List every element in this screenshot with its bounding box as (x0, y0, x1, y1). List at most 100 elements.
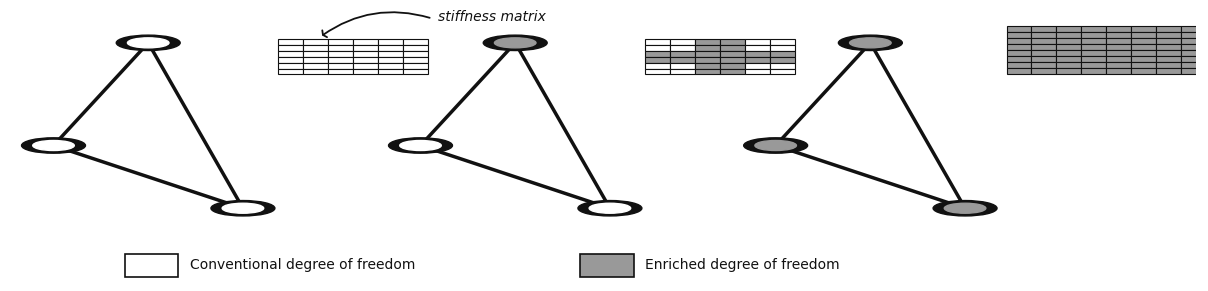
Bar (1032, 44, 1056, 50)
Bar (1180, 44, 1206, 50)
Bar (695, 68, 720, 74)
Bar (1032, 68, 1056, 74)
Circle shape (400, 141, 441, 150)
Bar (745, 68, 769, 74)
Bar (695, 51, 720, 56)
Bar (1131, 44, 1156, 50)
Bar (1156, 62, 1180, 68)
Bar (124, 254, 178, 277)
Bar (1180, 32, 1206, 38)
Bar (1107, 68, 1131, 74)
Text: Enriched degree of freedom: Enriched degree of freedom (645, 258, 840, 272)
Bar (695, 39, 720, 45)
Bar (670, 63, 695, 68)
Circle shape (933, 200, 997, 216)
Bar (353, 56, 378, 63)
Bar (670, 39, 695, 45)
Bar (769, 56, 795, 63)
Circle shape (755, 141, 796, 150)
Bar (402, 51, 428, 56)
Bar (402, 63, 428, 68)
Bar (645, 63, 670, 68)
Bar (645, 45, 670, 51)
Bar (303, 63, 329, 68)
Bar (1180, 62, 1206, 68)
Bar (769, 45, 795, 51)
Bar (769, 68, 795, 74)
Bar (1032, 26, 1056, 32)
Bar (303, 68, 329, 74)
Bar (278, 68, 303, 74)
Bar (745, 45, 769, 51)
Bar (1081, 56, 1107, 62)
Bar (353, 51, 378, 56)
Bar (402, 68, 428, 74)
Bar (1156, 50, 1180, 56)
Bar (720, 68, 745, 74)
Bar (670, 51, 695, 56)
Bar (720, 51, 745, 56)
Bar (1131, 62, 1156, 68)
Bar (378, 45, 402, 51)
Circle shape (483, 35, 547, 51)
Bar (1056, 32, 1081, 38)
Text: Conventional degree of freedom: Conventional degree of freedom (190, 258, 416, 272)
Bar (1107, 26, 1131, 32)
Bar (720, 63, 745, 68)
Circle shape (33, 141, 74, 150)
Bar (1131, 26, 1156, 32)
Bar (329, 56, 353, 63)
Bar (278, 45, 303, 51)
Bar (329, 68, 353, 74)
Bar (645, 68, 670, 74)
Bar (353, 63, 378, 68)
Bar (1081, 44, 1107, 50)
Bar (720, 45, 745, 51)
Circle shape (945, 203, 986, 213)
Bar (1006, 44, 1032, 50)
Bar (1107, 38, 1131, 44)
Bar (1180, 50, 1206, 56)
Bar (1156, 38, 1180, 44)
Bar (645, 51, 670, 56)
Bar (402, 56, 428, 63)
Bar (378, 56, 402, 63)
Bar (1081, 26, 1107, 32)
Bar (1056, 44, 1081, 50)
Bar (378, 51, 402, 56)
Bar (1156, 26, 1180, 32)
Bar (1180, 38, 1206, 44)
Bar (745, 39, 769, 45)
Bar (695, 63, 720, 68)
Bar (353, 39, 378, 45)
Bar (329, 45, 353, 51)
Bar (1006, 38, 1032, 44)
Bar (1006, 62, 1032, 68)
Circle shape (590, 203, 631, 213)
Bar (1131, 38, 1156, 44)
Bar (378, 63, 402, 68)
Bar (1156, 44, 1180, 50)
Circle shape (116, 35, 180, 51)
Bar (402, 45, 428, 51)
Circle shape (577, 200, 641, 216)
Circle shape (838, 35, 902, 51)
Bar (1081, 68, 1107, 74)
Bar (1131, 56, 1156, 62)
Bar (1156, 56, 1180, 62)
Bar (1056, 50, 1081, 56)
Bar (720, 39, 745, 45)
Circle shape (22, 138, 86, 153)
Bar (1006, 32, 1032, 38)
Bar (1180, 56, 1206, 62)
Bar (1081, 50, 1107, 56)
Bar (1156, 32, 1180, 38)
Bar (329, 63, 353, 68)
Bar (378, 68, 402, 74)
Bar (645, 39, 670, 45)
Bar (670, 45, 695, 51)
Bar (353, 68, 378, 74)
Bar (303, 51, 329, 56)
Bar (745, 51, 769, 56)
Circle shape (222, 203, 263, 213)
